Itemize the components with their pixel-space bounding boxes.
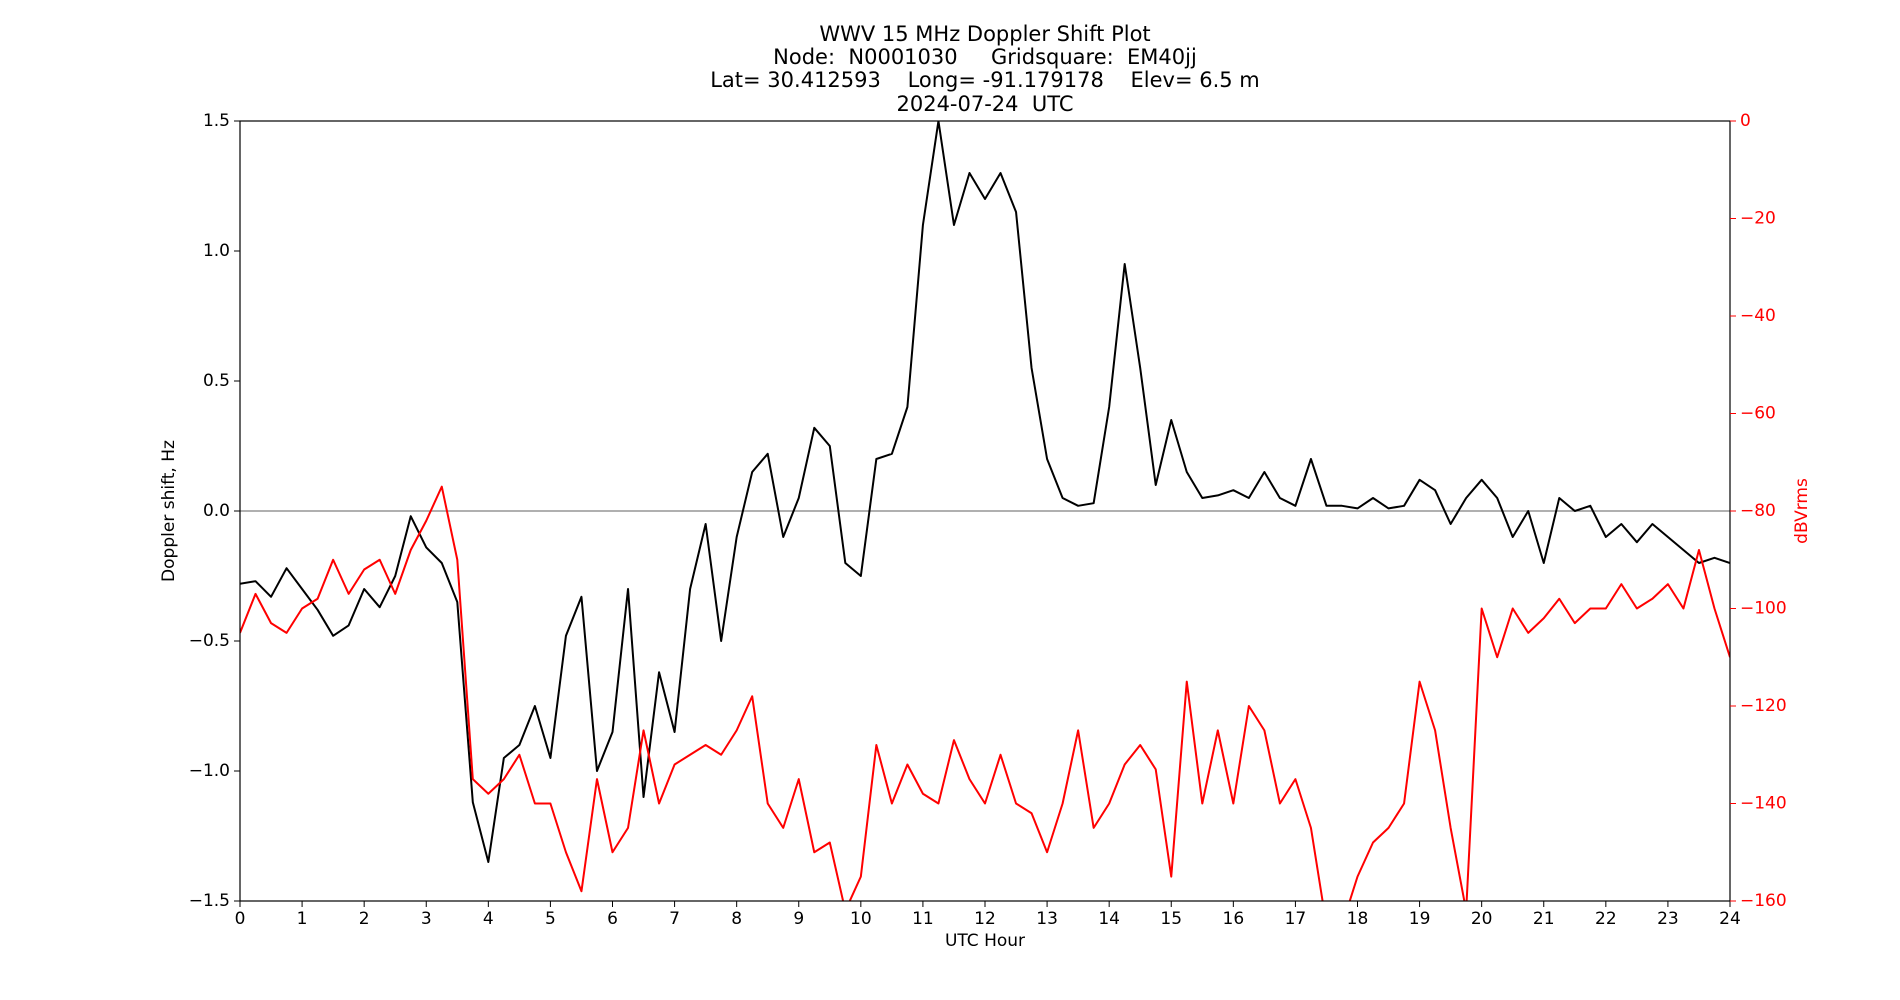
- x-tick-label: 6: [607, 909, 618, 929]
- y2-tick-label: −120: [1740, 696, 1787, 716]
- data-line: [240, 121, 1730, 863]
- x-tick-label: 0: [235, 909, 246, 929]
- x-tick-label: 19: [1409, 909, 1431, 929]
- data-line: [240, 485, 1730, 901]
- x-tick-label: 3: [421, 909, 432, 929]
- x-tick-label: 9: [793, 909, 804, 929]
- chart-title: 2024-07-24 UTC: [896, 92, 1073, 116]
- x-tick-label: 22: [1595, 909, 1617, 929]
- y2-tick-label: −40: [1740, 306, 1776, 326]
- x-tick-label: 23: [1657, 909, 1679, 929]
- chart-title: Lat= 30.412593 Long= -91.179178 Elev= 6.…: [710, 68, 1260, 92]
- x-tick-label: 16: [1223, 909, 1245, 929]
- y2-tick-label: −140: [1740, 794, 1787, 814]
- x-tick-label: 2: [359, 909, 370, 929]
- y-tick-label: −1.0: [189, 761, 230, 781]
- y2-axis-label: dBVrms: [1792, 478, 1812, 544]
- y-tick-label: −1.5: [189, 891, 230, 911]
- x-tick-label: 12: [974, 909, 996, 929]
- y2-tick-label: −160: [1740, 891, 1787, 911]
- x-tick-label: 17: [1285, 909, 1307, 929]
- y2-tick-label: −60: [1740, 404, 1776, 424]
- y2-tick-label: −20: [1740, 209, 1776, 229]
- chart-title: WWV 15 MHz Doppler Shift Plot: [819, 22, 1150, 46]
- y-tick-label: 1.5: [203, 111, 230, 131]
- y-tick-label: 1.0: [203, 241, 230, 261]
- x-tick-label: 24: [1719, 909, 1741, 929]
- x-tick-label: 14: [1098, 909, 1120, 929]
- chart-title: Node: N0001030 Gridsquare: EM40jj: [773, 45, 1197, 69]
- y-axis-label: Doppler shift, Hz: [159, 440, 179, 582]
- y-tick-label: −0.5: [189, 631, 230, 651]
- x-tick-label: 11: [912, 909, 934, 929]
- x-tick-label: 10: [850, 909, 872, 929]
- y2-tick-label: 0: [1740, 111, 1751, 131]
- x-tick-label: 18: [1347, 909, 1369, 929]
- x-tick-label: 21: [1533, 909, 1555, 929]
- x-tick-label: 8: [731, 909, 742, 929]
- y2-tick-label: −100: [1740, 599, 1787, 619]
- plot-area: [240, 121, 1730, 901]
- x-tick-label: 1: [297, 909, 308, 929]
- y-tick-label: 0.5: [203, 371, 230, 391]
- x-tick-label: 4: [483, 909, 494, 929]
- y-tick-label: 0.0: [203, 501, 230, 521]
- x-axis-label: UTC Hour: [945, 931, 1025, 951]
- x-tick-label: 5: [545, 909, 556, 929]
- x-tick-label: 15: [1160, 909, 1182, 929]
- x-tick-label: 20: [1471, 909, 1493, 929]
- x-tick-label: 13: [1036, 909, 1058, 929]
- x-tick-label: 7: [669, 909, 680, 929]
- y2-tick-label: −80: [1740, 501, 1776, 521]
